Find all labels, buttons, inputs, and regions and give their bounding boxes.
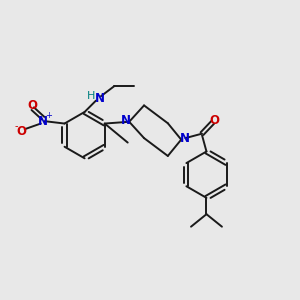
Text: N: N — [94, 92, 104, 105]
Text: O: O — [209, 114, 220, 127]
Text: N: N — [180, 132, 190, 145]
Text: O: O — [17, 125, 27, 138]
Text: O: O — [28, 99, 38, 112]
Text: +: + — [45, 111, 52, 120]
Text: -: - — [15, 122, 18, 131]
Text: N: N — [38, 115, 48, 128]
Text: H: H — [87, 91, 96, 101]
Text: N: N — [121, 114, 130, 127]
